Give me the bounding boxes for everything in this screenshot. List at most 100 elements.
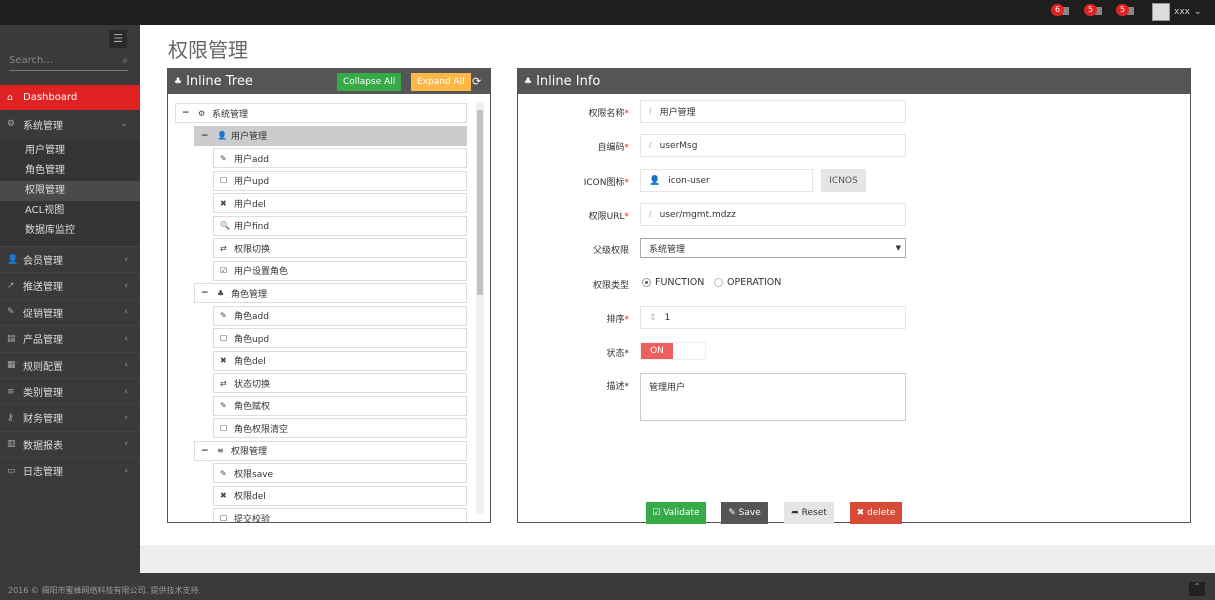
save-button[interactable]: ✎ Save bbox=[721, 502, 768, 524]
sidebar-subitem-db-monitor[interactable]: 数据库监控 bbox=[25, 225, 75, 236]
node-icon: ✖ bbox=[220, 356, 227, 365]
sidebar-toggle[interactable]: ☰ bbox=[109, 30, 127, 48]
sidebar-subitem-roles[interactable]: 角色管理 bbox=[25, 165, 65, 176]
user-icon: 👤 bbox=[7, 254, 19, 265]
collapse-toggle-icon[interactable]: − bbox=[201, 445, 209, 456]
badge: 6 bbox=[1051, 4, 1065, 16]
notification-bell[interactable]: 6 bbox=[1051, 4, 1071, 18]
node-label: 角色管理 bbox=[231, 289, 268, 300]
collapse-toggle-icon[interactable]: − bbox=[182, 108, 190, 118]
tree-node[interactable]: − ⚙ 系统管理 bbox=[175, 103, 467, 123]
sidebar-item-group[interactable]: ↗ 推送管理 ‹ bbox=[0, 272, 140, 298]
user-menu[interactable]: xxx ⌄ bbox=[1152, 3, 1202, 21]
sidebar-subitem-permissions[interactable]: 权限管理 bbox=[0, 181, 140, 201]
tree-node[interactable]: ☐ 用户upd bbox=[213, 170, 467, 191]
status-label: 状态* bbox=[606, 349, 629, 359]
sidebar-subitem-users[interactable]: 用户管理 bbox=[25, 145, 65, 156]
parent-label: 父级权限 bbox=[592, 246, 629, 256]
node-label: 系统管理 bbox=[212, 109, 249, 120]
node-icon: 🔍 bbox=[220, 221, 230, 230]
node-label: 用户upd bbox=[234, 177, 270, 187]
status-toggle[interactable]: ON bbox=[640, 342, 706, 360]
go-top-button[interactable]: ⌃ bbox=[1189, 582, 1205, 596]
expand-all-button[interactable]: Expand All bbox=[411, 73, 471, 91]
notification-inbox[interactable]: 5 bbox=[1084, 4, 1104, 18]
tree-node[interactable]: − ♣ 角色管理 bbox=[194, 283, 467, 303]
tree-node[interactable]: ☐ 提交校验 bbox=[213, 508, 467, 522]
tree-node[interactable]: ✖ 角色del bbox=[213, 350, 467, 371]
cogs-icon: ⚙ bbox=[7, 119, 16, 129]
refresh-icon[interactable]: ⟳ bbox=[472, 75, 482, 88]
tree-node[interactable]: ☐ 角色权限清空 bbox=[213, 418, 467, 438]
node-icon: ⚙ bbox=[198, 108, 206, 118]
sidebar-item-group[interactable]: ▤ 产品管理 ‹ bbox=[0, 325, 140, 351]
validate-button[interactable]: ☑ Validate bbox=[646, 502, 706, 524]
node-icon: ✎ bbox=[220, 153, 227, 163]
tree-node[interactable]: ⇄ 权限切换 bbox=[213, 238, 467, 258]
desc-textarea[interactable]: 管理用户 bbox=[640, 373, 906, 421]
scroll-thumb[interactable] bbox=[477, 110, 483, 295]
collapse-all-button[interactable]: Collapse All bbox=[337, 73, 402, 91]
sidebar-item-group[interactable]: ▥ 数据报表 ‹ bbox=[0, 430, 140, 457]
sidebar-subitem-acl[interactable]: ACL视图 bbox=[25, 205, 65, 216]
node-icon: ≡ bbox=[217, 446, 224, 455]
parent-select[interactable]: 系统管理 ▼ bbox=[640, 238, 906, 258]
sidebar-item-group[interactable]: ✎ 促销管理 ‹ bbox=[0, 298, 140, 325]
chevron-down-icon: ⌄ bbox=[1193, 7, 1202, 17]
sidebar-item-group[interactable]: ⚷ 财务管理 ‹ bbox=[0, 404, 140, 430]
node-label: 权限del bbox=[234, 492, 266, 502]
tree-node[interactable]: ✎ 角色赋权 bbox=[213, 395, 467, 416]
tasks-icon bbox=[1124, 7, 1134, 15]
delete-button[interactable]: ✖ delete bbox=[850, 502, 902, 524]
scrollbar[interactable] bbox=[476, 102, 484, 514]
chevron-left-icon: ‹ bbox=[124, 307, 128, 318]
tree-node[interactable]: ✎ 用户add bbox=[213, 148, 467, 168]
tree-node[interactable]: 🔍 用户find bbox=[213, 215, 467, 236]
icon-field[interactable]: 👤 icon-user bbox=[640, 169, 813, 192]
tree-node[interactable]: ✖ 权限del bbox=[213, 485, 467, 506]
icons-button[interactable]: ICNOS bbox=[821, 169, 866, 192]
order-label: 排序* bbox=[606, 315, 629, 325]
sidebar-item-group[interactable]: ▭ 日志管理 ‹ bbox=[0, 457, 140, 483]
sidebar-item-dashboard[interactable]: ⌂ Dashboard bbox=[0, 85, 140, 110]
collapse-toggle-icon[interactable]: − bbox=[201, 130, 209, 141]
text-cursor-icon: I bbox=[649, 140, 652, 151]
menu-label: 类别管理 bbox=[23, 388, 63, 399]
bell-icon bbox=[1059, 7, 1069, 15]
notification-tasks[interactable]: 5 bbox=[1116, 4, 1136, 18]
radio-operation[interactable]: OPERATION bbox=[714, 277, 781, 288]
tree-node[interactable]: ☐ 角色upd bbox=[213, 328, 467, 348]
menu-label: 系统管理 bbox=[23, 120, 63, 132]
search-input[interactable]: Search... ⌕ bbox=[9, 55, 128, 71]
node-icon: ✎ bbox=[220, 401, 227, 410]
name-field[interactable]: I 用户管理 bbox=[640, 100, 906, 123]
sidebar-item-group[interactable]: 👤 会员管理 ‹ bbox=[0, 246, 140, 272]
node-label: 角色upd bbox=[234, 334, 270, 345]
tree-node[interactable]: ✎ 权限save bbox=[213, 463, 467, 483]
sidebar-item-group[interactable]: ≡ 类别管理 ‹ bbox=[0, 378, 140, 404]
reset-button[interactable]: ➦ Reset bbox=[784, 502, 834, 524]
tree-node[interactable]: ✖ 用户del bbox=[213, 193, 467, 213]
tree-node[interactable]: ☑ 用户设置角色 bbox=[213, 260, 467, 281]
node-label: 角色add bbox=[234, 312, 269, 322]
home-icon: ⌂ bbox=[7, 92, 13, 103]
menu-label: 产品管理 bbox=[23, 335, 63, 347]
content-bottom bbox=[140, 545, 1215, 573]
order-field[interactable]: ⇕ 1 bbox=[640, 306, 906, 329]
collapse-toggle-icon[interactable]: − bbox=[201, 288, 209, 298]
sidebar-item-group[interactable]: ▦ 规则配置 ‹ bbox=[0, 351, 140, 378]
tree-node[interactable]: ✎ 角色add bbox=[213, 305, 467, 326]
chevron-left-icon: ‹ bbox=[124, 254, 128, 265]
tree-node[interactable]: − 👤 用户管理 bbox=[194, 125, 467, 146]
sidebar-item-system[interactable]: ⚙ 系统管理 ⌄ bbox=[0, 110, 140, 138]
tree-node[interactable]: − ≡ 权限管理 bbox=[194, 440, 467, 461]
node-icon: ☑ bbox=[220, 266, 228, 275]
tree-node[interactable]: ⇄ 状态切换 bbox=[213, 373, 467, 393]
search-icon: ⌕ bbox=[122, 55, 128, 66]
menu-label: 数据报表 bbox=[23, 440, 63, 452]
text-cursor-icon: I bbox=[649, 106, 652, 117]
radio-function[interactable]: FUNCTION bbox=[642, 277, 704, 288]
